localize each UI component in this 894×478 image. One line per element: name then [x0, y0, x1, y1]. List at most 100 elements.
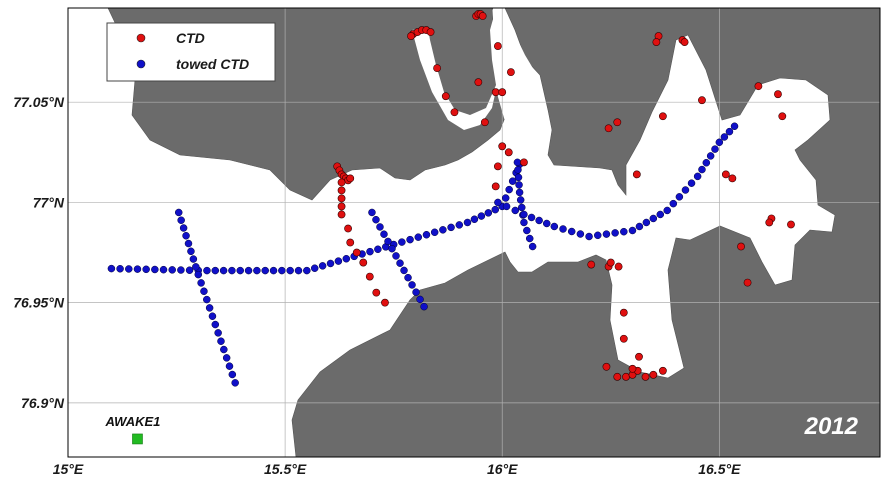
station-label: AWAKE1: [104, 414, 160, 429]
towed-ctd-point: [730, 122, 739, 131]
towed-ctd-stations: [107, 122, 739, 387]
water-north-arm: [412, 12, 548, 170]
towed-ctd-point: [576, 230, 585, 238]
towed-ctd-point: [422, 230, 431, 239]
towed-ctd-point: [412, 288, 420, 296]
towed-ctd-point: [200, 287, 208, 295]
towed-ctd-point: [187, 247, 195, 256]
towed-ctd-point: [494, 198, 502, 207]
towed-ctd-point: [702, 158, 711, 167]
ctd-point: [737, 242, 745, 251]
ctd-point: [613, 372, 622, 381]
towed-ctd-point: [244, 266, 253, 275]
towed-ctd-point: [511, 206, 520, 215]
towed-ctd-point: [205, 304, 214, 312]
latitude-tick-label: 76.9°N: [21, 395, 65, 411]
ctd-point: [765, 218, 774, 227]
ctd-point: [658, 112, 667, 121]
ctd-point: [743, 278, 752, 287]
towed-ctd-point: [372, 215, 380, 224]
towed-ctd-point: [151, 265, 159, 274]
towed-ctd-point: [278, 266, 286, 275]
towed-ctd-point: [269, 266, 278, 275]
ctd-point: [604, 124, 613, 133]
ctd-point: [337, 210, 346, 219]
towed-ctd-point: [525, 234, 534, 243]
longitude-tick-label: 16.5°E: [698, 461, 741, 477]
ctd-point: [441, 92, 450, 101]
towed-ctd-point: [214, 329, 222, 337]
towed-ctd-point: [720, 133, 729, 141]
longitude-tick-label: 15.5°E: [264, 461, 307, 477]
ctd-point: [507, 68, 515, 77]
towed-ctd-point: [286, 266, 294, 275]
ctd-point: [491, 88, 500, 97]
towed-ctd-point: [220, 345, 228, 354]
station-marker: [132, 433, 143, 445]
towed-ctd-point: [470, 215, 479, 224]
ctd-point: [337, 202, 346, 211]
ctd-point: [491, 182, 500, 191]
towed-ctd-point: [491, 205, 500, 214]
towed-ctd-point: [392, 252, 400, 260]
legend-box: [106, 22, 276, 82]
towed-ctd-point: [611, 229, 619, 237]
towed-ctd-point: [398, 238, 406, 246]
towed-ctd-point: [116, 265, 124, 273]
towed-ctd-point: [261, 266, 269, 275]
towed-ctd-point: [675, 193, 684, 201]
year-label: 2012: [804, 413, 859, 440]
ctd-point: [337, 194, 346, 203]
towed-ctd-point: [408, 281, 416, 289]
towed-ctd-point: [294, 266, 303, 275]
towed-ctd-point: [447, 223, 455, 232]
ctd-point: [628, 364, 637, 373]
ctd-point: [622, 372, 630, 381]
ctd-point: [407, 32, 415, 40]
ctd-point: [498, 88, 507, 97]
towed-ctd-point: [550, 222, 559, 231]
towed-ctd-point: [528, 242, 537, 251]
towed-ctd-point: [219, 266, 228, 275]
towed-ctd-point: [404, 273, 412, 282]
towed-ctd-point: [693, 172, 702, 181]
towed-ctd-point: [225, 362, 234, 370]
towed-ctd-point: [649, 214, 658, 223]
towed-ctd-point: [231, 379, 239, 387]
ctd-point: [433, 64, 441, 73]
ctd-point: [613, 118, 622, 127]
towed-ctd-point: [203, 266, 211, 275]
towed-ctd-point: [698, 165, 706, 174]
towed-ctd-point: [501, 194, 510, 202]
towed-ctd-point: [179, 224, 188, 232]
towed-ctd-point: [342, 254, 351, 263]
towed-ctd-point: [516, 196, 525, 204]
legend-towed-label: towed CTD: [176, 56, 249, 72]
towed-ctd-point: [326, 259, 335, 268]
ctd-point: [480, 118, 489, 127]
longitude-tick-label: 15°E: [53, 461, 84, 477]
towed-ctd-point: [253, 266, 261, 275]
towed-ctd-point: [535, 216, 543, 225]
towed-ctd-point: [197, 279, 205, 287]
towed-ctd-point: [159, 265, 168, 274]
towed-ctd-point: [567, 227, 576, 236]
towed-ctd-point: [228, 266, 236, 275]
towed-ctd-point: [715, 138, 724, 147]
towed-ctd-point: [518, 203, 526, 212]
ctd-point: [658, 366, 667, 375]
ctd-point: [614, 262, 623, 271]
ctd-point: [504, 148, 513, 157]
ctd-point: [426, 28, 435, 36]
ctd-point: [778, 112, 787, 121]
ctd-point: [602, 362, 611, 371]
towed-ctd-point: [303, 266, 311, 275]
towed-ctd-point: [222, 354, 231, 362]
towed-ctd-point: [177, 216, 185, 224]
ctd-point: [619, 334, 628, 343]
towed-ctd-point: [374, 245, 382, 254]
towed-ctd-point: [585, 232, 593, 241]
towed-ctd-point: [376, 223, 384, 231]
towed-ctd-point: [414, 233, 423, 241]
towed-ctd-point: [388, 244, 396, 253]
